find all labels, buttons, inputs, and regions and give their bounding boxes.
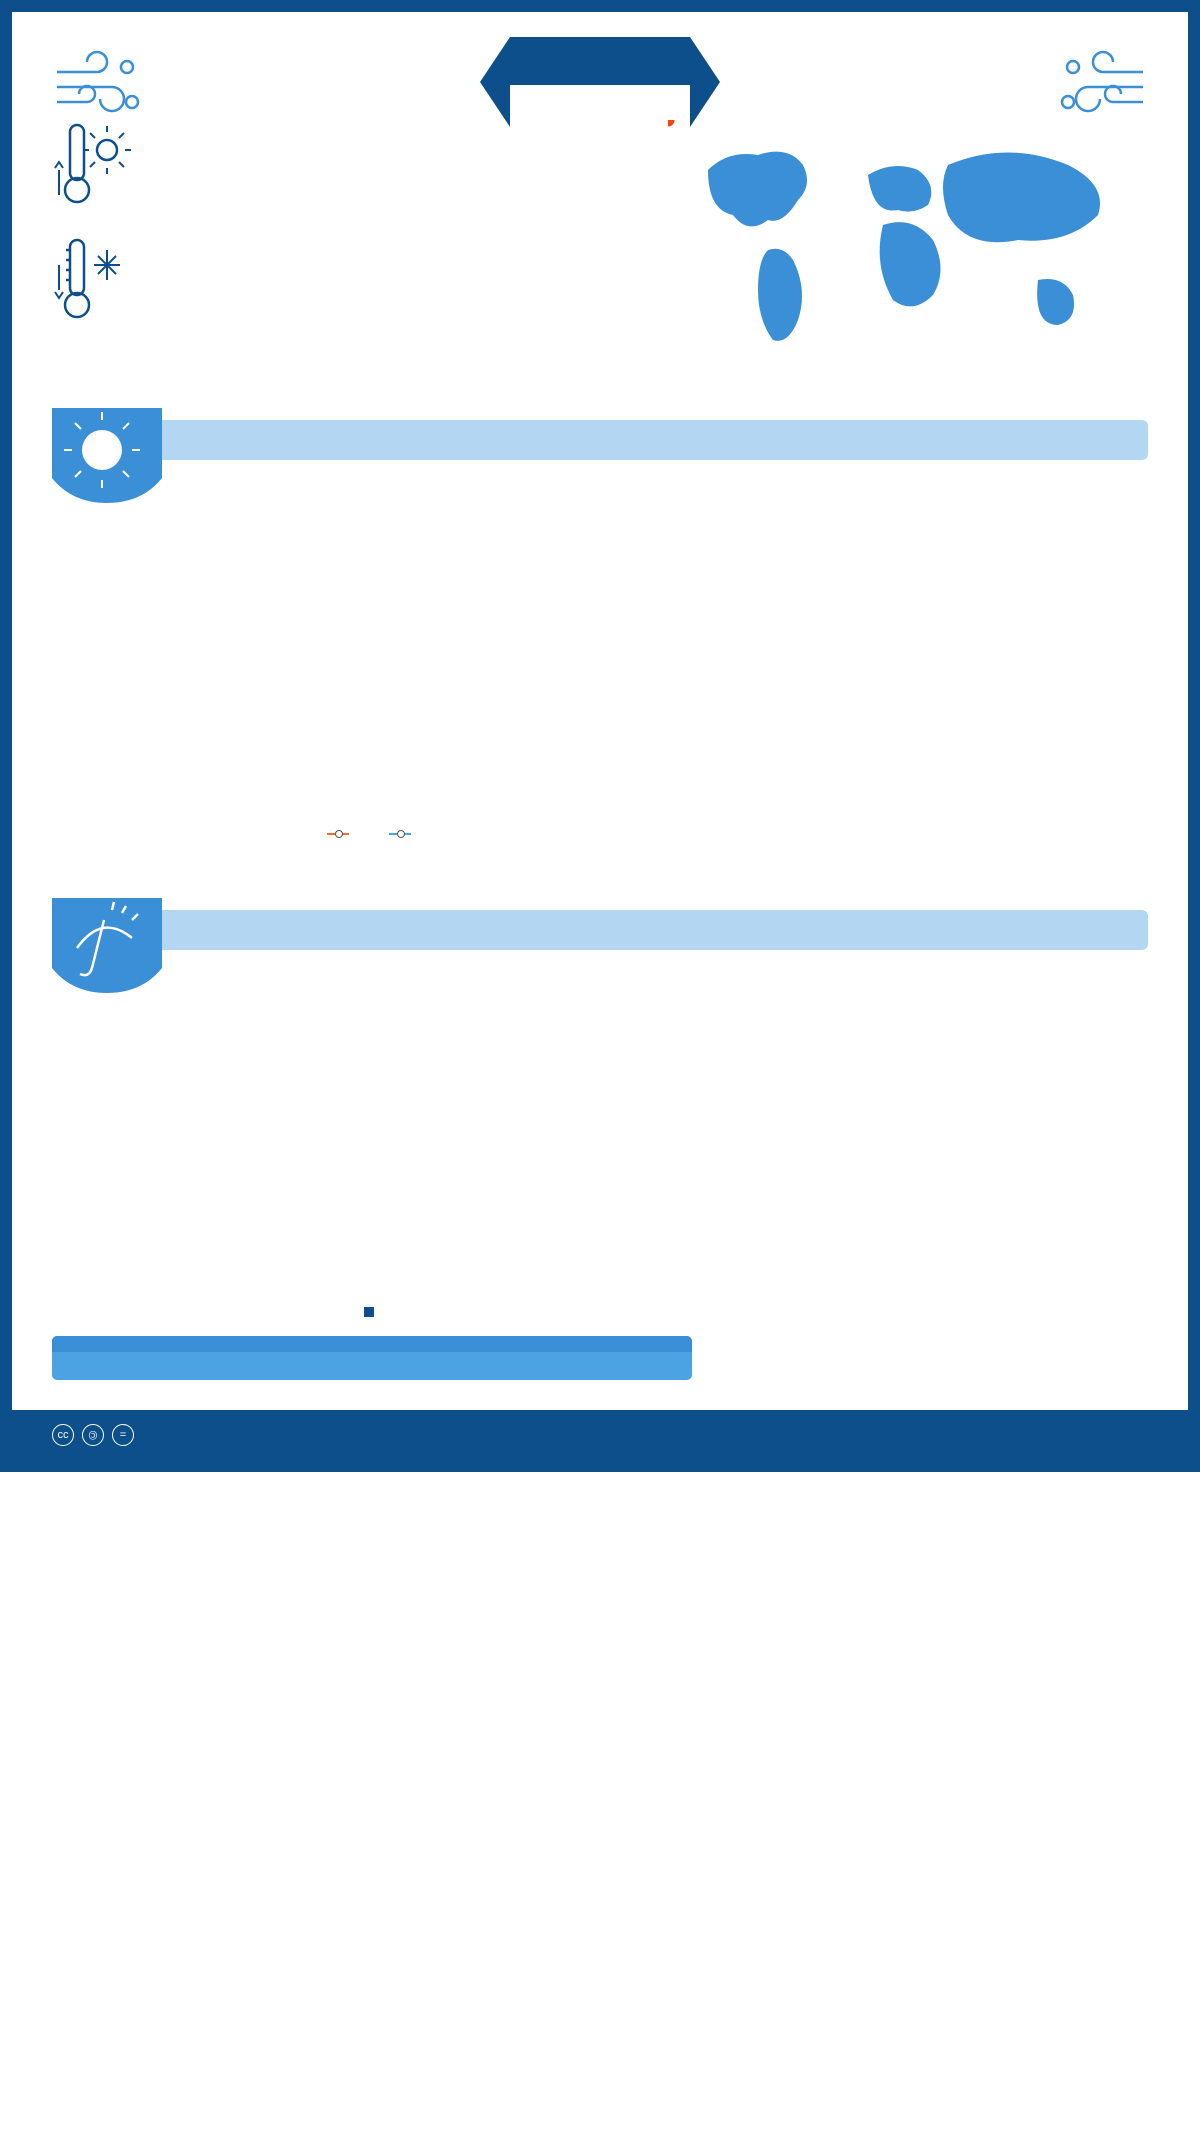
sun-section-icon [52,408,162,503]
temperature-header [52,420,1148,460]
page-frame: cc 🄯 = [0,0,1200,1472]
precip-bar-chart [52,975,692,1295]
cc-icon: cc [52,1424,74,1446]
temperature-summary [732,485,1148,840]
wind-icon-left [52,47,152,127]
wind-icon-right [1048,47,1148,127]
hottest-fact [52,120,638,210]
world-map [668,120,1148,380]
coldest-fact [52,235,638,325]
temperature-chart-area [52,485,692,840]
chance-title [52,1336,692,1352]
location-marker [668,120,676,128]
precip-legend [52,1306,692,1318]
temperature-line-chart [52,485,692,815]
by-icon: 🄯 [82,1424,104,1446]
precip-summary [732,975,1148,1380]
temperature-legend [52,828,692,840]
precip-chart-area [52,975,692,1380]
precip-header [52,910,1148,950]
header [52,37,1148,90]
footer: cc 🄯 = [12,1410,1188,1460]
precip-chance-box [52,1336,692,1380]
title-banner [510,37,690,85]
map-area [668,120,1148,385]
intro-row [52,120,1148,385]
thermometer-hot-icon [52,120,132,210]
nd-icon: = [112,1424,134,1446]
umbrella-section-icon [52,898,162,993]
thermometer-cold-icon [52,235,132,325]
license: cc 🄯 = [52,1424,142,1446]
